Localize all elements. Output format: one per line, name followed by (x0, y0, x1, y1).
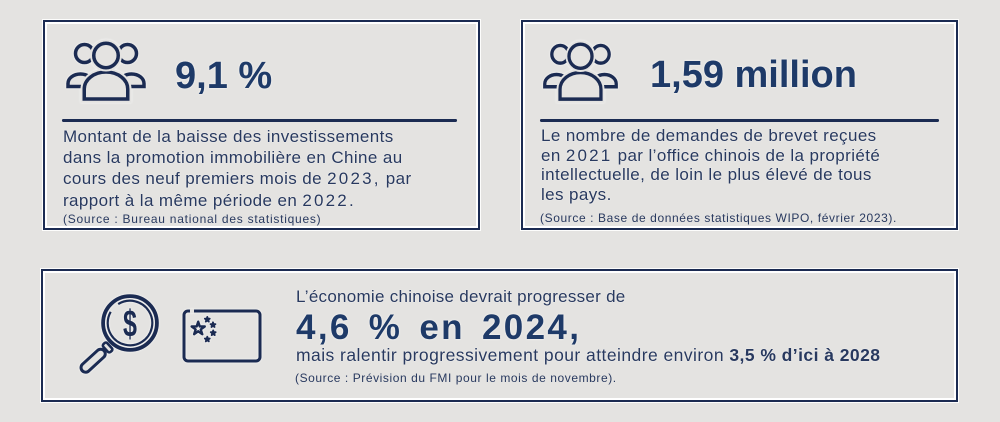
svg-text:$: $ (123, 302, 137, 344)
